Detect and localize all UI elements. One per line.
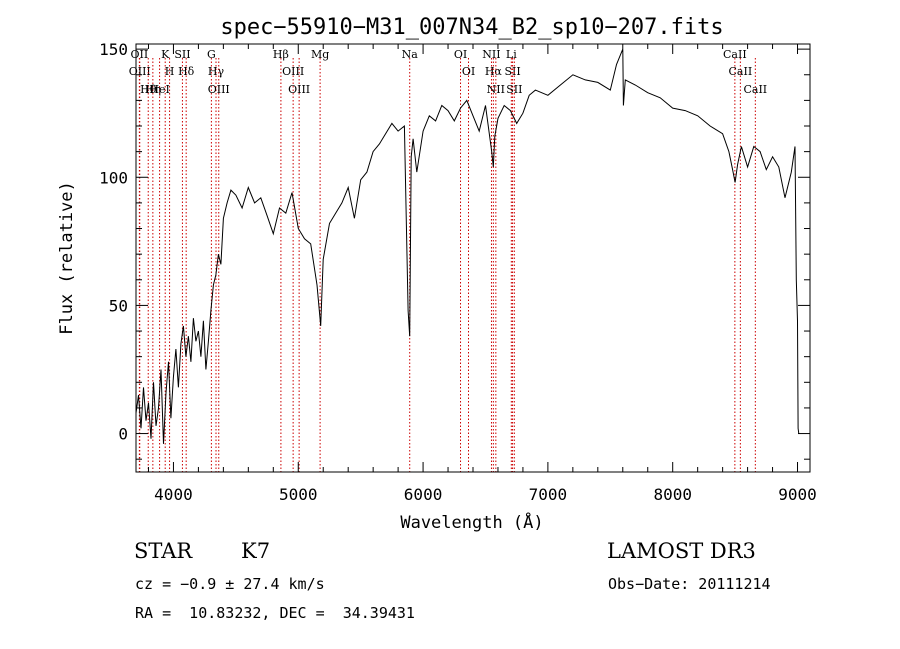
line-marker-label: CaII (723, 48, 747, 61)
line-marker-label: K (161, 48, 170, 61)
line-marker-label: Hη (145, 83, 161, 96)
line-marker-label: Hγ (208, 65, 225, 78)
coordinates: RA = 10.83232, DEC = 34.39431 (135, 604, 415, 622)
redshift-readout: cz = −0.9 ± 27.4 km/s (135, 575, 325, 593)
line-marker-label: OIII (208, 83, 230, 96)
y-axis: 0 50 100 150 (99, 40, 810, 460)
x-tick-label: 7000 (529, 485, 568, 504)
line-marker-label: Hα (485, 65, 503, 78)
line-marker-label: OII (131, 48, 149, 61)
plot-frame (135, 43, 811, 473)
line-marker-label: OIII (288, 83, 310, 96)
x-axis-label: Wavelength (Å) (400, 511, 543, 533)
line-marker-label: Na (402, 48, 419, 61)
x-tick-label: 4000 (154, 485, 193, 504)
line-marker-label: G (207, 48, 216, 61)
x-axis: 4000 5000 6000 7000 8000 9000 (147, 44, 817, 504)
line-marker-label: H (165, 65, 175, 78)
line-marker-label: Mg (311, 48, 329, 61)
y-tick-label: 100 (99, 168, 128, 187)
line-marker-label: SII (504, 65, 520, 78)
y-tick-label: 50 (109, 296, 128, 315)
x-tick-label: 8000 (653, 485, 692, 504)
line-marker-label: CaII (743, 83, 767, 96)
line-marker-label: SII (506, 83, 522, 96)
chart-title: spec−55910−M31_007N34_B2_sp10−207.fits (220, 15, 723, 40)
line-marker-label: Hβ (273, 48, 289, 61)
line-marker-label: NII (482, 48, 500, 61)
object-class: STAR (134, 539, 193, 563)
line-marker-label: HeI (149, 83, 169, 96)
y-axis-label: Flux (relative) (57, 181, 77, 335)
subclass: K7 (241, 539, 271, 563)
line-marker-label: OI (454, 48, 467, 61)
x-tick-label: 9000 (778, 485, 817, 504)
y-tick-label: 0 (118, 425, 128, 444)
y-tick-label: 150 (99, 40, 128, 59)
line-marker-label: Hδ (178, 65, 195, 78)
line-marker-label: NII (487, 83, 505, 96)
spectrum-line (135, 48, 800, 444)
obs-date: Obs−Date: 20111214 (608, 575, 771, 593)
line-marker-label: CaII (729, 65, 753, 78)
line-marker-label: OIII (129, 65, 151, 78)
x-tick-label: 6000 (404, 485, 443, 504)
line-marker-label: OIII (282, 65, 304, 78)
line-marker-label: Li (506, 48, 517, 61)
line-marker-label: SII (174, 48, 190, 61)
line-markers: OIIOIIIHθHηHeIKHSIIHδGHγOIIIHβOIIIOIIIMg… (129, 48, 767, 472)
survey-name: LAMOST DR3 (607, 539, 756, 563)
x-tick-label: 5000 (279, 485, 318, 504)
line-marker-label: OI (462, 65, 475, 78)
